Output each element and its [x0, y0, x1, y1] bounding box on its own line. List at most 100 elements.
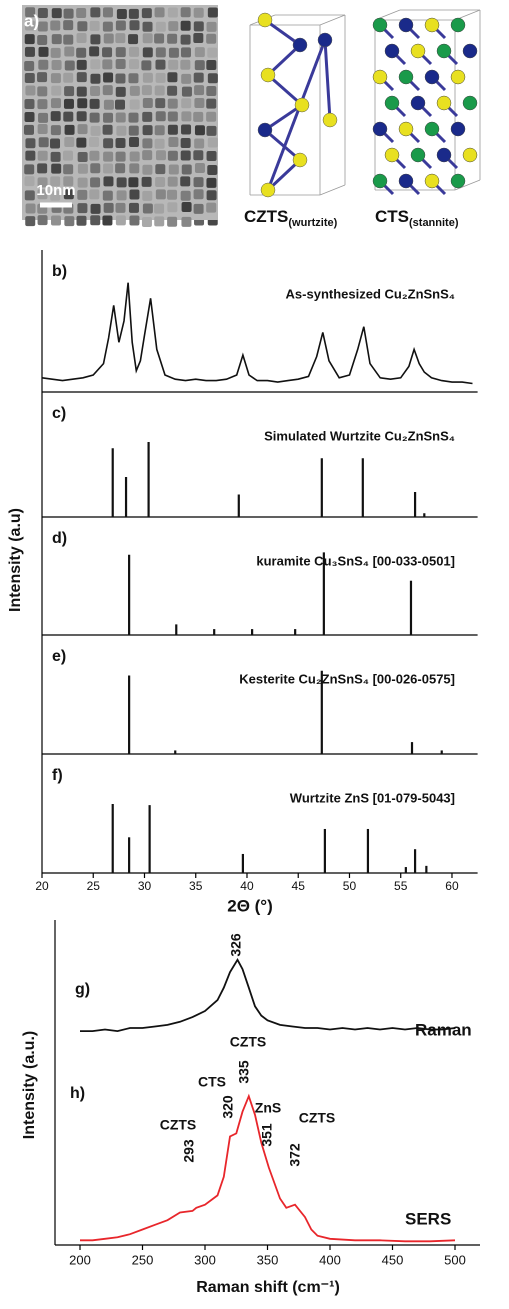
nanocrystal — [76, 47, 87, 58]
nanocrystal — [89, 20, 100, 31]
nanocrystal — [77, 151, 88, 162]
peak-annotation: 320 — [220, 1095, 236, 1119]
nanocrystal — [194, 163, 205, 174]
nanocrystal — [141, 85, 152, 96]
x-tick-label: 200 — [69, 1252, 91, 1267]
nanocrystal — [24, 190, 35, 201]
panel-label: a) — [24, 11, 39, 30]
x-tick-label: 40 — [240, 879, 254, 893]
nanocrystal — [167, 72, 178, 83]
nanocrystal — [63, 8, 74, 19]
y-axis-label: Intensity (a.u) — [7, 508, 24, 612]
nanocrystal — [103, 33, 114, 44]
nanocrystal — [142, 47, 153, 58]
nanocrystal — [51, 60, 62, 71]
nanocrystal — [64, 86, 75, 97]
atom — [257, 122, 273, 138]
nanocrystal — [194, 138, 205, 149]
structure-subscript: (stannite) — [409, 217, 459, 229]
nanocrystal — [155, 47, 166, 58]
peak-annotation: 351 — [259, 1123, 275, 1147]
nanocrystal — [116, 8, 127, 19]
atom — [450, 17, 466, 33]
structure-label: CTS(stannite) — [375, 207, 459, 228]
nanocrystal — [25, 7, 36, 18]
nanocrystal — [115, 202, 126, 213]
panel-label: b) — [52, 263, 67, 280]
nanocrystal — [89, 189, 100, 200]
nanocrystal — [37, 150, 48, 161]
nanocrystal — [193, 203, 204, 214]
nanocrystal — [90, 125, 101, 136]
nanocrystal — [63, 111, 74, 122]
nanocrystal — [24, 164, 35, 175]
series-label: Raman — [415, 1020, 472, 1039]
nanocrystal — [129, 99, 140, 110]
nanocrystal — [63, 150, 74, 161]
nanocrystal — [37, 124, 48, 135]
nanocrystal — [129, 215, 140, 226]
nanocrystal — [154, 138, 165, 149]
nanocrystal — [142, 33, 153, 44]
nanocrystal — [154, 125, 165, 136]
atom — [462, 95, 478, 111]
atom — [424, 17, 440, 33]
structure-subscript: (wurtzite) — [288, 217, 337, 229]
cell-edge — [319, 184, 346, 196]
nanocrystal — [24, 124, 35, 135]
nanocrystal — [168, 164, 179, 175]
nanocrystal — [129, 151, 140, 162]
nanocrystal — [193, 150, 204, 161]
nanocrystal — [154, 203, 165, 214]
bond — [264, 103, 303, 132]
atom — [292, 152, 308, 168]
nanocrystal — [63, 20, 74, 31]
nanocrystal — [102, 85, 113, 96]
nanocrystal — [142, 164, 153, 175]
structure-name: CZTS — [244, 207, 288, 226]
nanocrystal — [37, 72, 48, 83]
nanocrystal — [193, 21, 204, 32]
nanocrystal — [103, 138, 114, 149]
nanocrystal — [37, 163, 48, 174]
nanocrystal — [25, 138, 36, 149]
x-tick-label: 25 — [87, 879, 101, 893]
nanocrystal — [168, 137, 179, 148]
y-axis-label: Intensity (a.u.) — [21, 1031, 38, 1139]
xrd-line — [41, 282, 473, 385]
peak-annotation: 293 — [181, 1139, 197, 1163]
panel-title: Simulated Wurtzite Cu₂ZnSnS₄ — [264, 428, 455, 443]
peak-annotation: ZnS — [255, 1100, 281, 1116]
nanocrystal — [141, 8, 152, 19]
nanocrystal — [103, 163, 114, 174]
nanocrystal — [194, 98, 205, 109]
atom — [398, 173, 414, 189]
nanocrystal — [24, 73, 35, 84]
nanocrystal — [51, 163, 62, 174]
nanocrystal — [167, 7, 178, 18]
nanocrystal — [129, 20, 140, 31]
nanocrystal — [128, 202, 139, 213]
nanocrystal — [181, 86, 192, 97]
panel-title: kuramite Cu₃SnS₄ [00-033-0501] — [256, 553, 455, 568]
nanocrystal — [37, 86, 48, 97]
nanocrystal — [24, 34, 35, 45]
nanocrystal — [167, 33, 178, 44]
x-tick-label: 45 — [292, 879, 306, 893]
atom — [398, 121, 414, 137]
nanocrystal — [167, 124, 178, 135]
nanocrystal — [89, 46, 100, 57]
raman-line — [80, 1093, 456, 1243]
atom — [450, 173, 466, 189]
nanocrystal — [51, 85, 62, 96]
x-axis-label: Raman shift (cm⁻¹) — [196, 1279, 340, 1296]
panel-label: g) — [75, 981, 90, 998]
nanocrystal — [207, 73, 218, 84]
nanocrystal — [206, 33, 217, 44]
nanocrystal — [194, 47, 205, 58]
nanocrystal — [141, 176, 152, 187]
panel-title: Kesterite Cu₂ZnSnS₄ [00-026-0575] — [239, 671, 455, 686]
nanocrystal — [63, 98, 74, 109]
atom — [372, 17, 388, 33]
